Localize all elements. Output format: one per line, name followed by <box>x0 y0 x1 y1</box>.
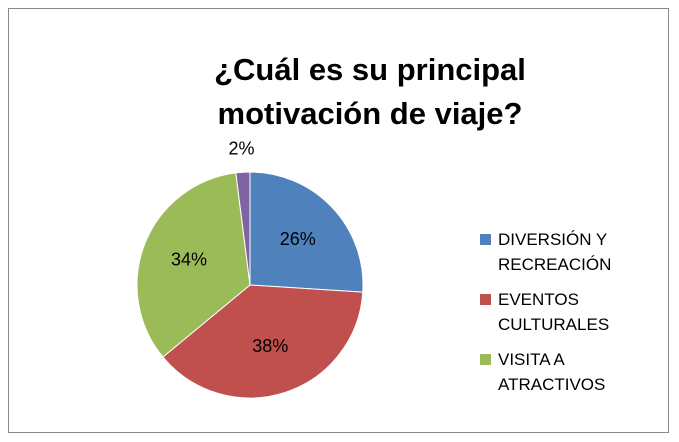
pie-slice <box>235 171 251 286</box>
legend-item: DIVERSIÓN Y RECREACIÓN <box>480 227 670 277</box>
data-label: 34% <box>171 250 207 270</box>
legend-label: DIVERSIÓN Y RECREACIÓN <box>498 230 612 274</box>
data-label: 2% <box>228 138 254 158</box>
pie-slice <box>162 284 364 399</box>
legend-item: EVENTOS CULTURALES <box>480 287 670 337</box>
chart-frame <box>8 8 669 433</box>
chart-title: ¿Cuál es su principal motivación de viaj… <box>214 52 526 131</box>
legend-label: VISITA A ATRACTIVOS <box>498 350 606 394</box>
legend-swatch <box>480 354 491 365</box>
legend-item: VISITA A ATRACTIVOS <box>480 347 670 397</box>
pie-slice <box>249 171 364 293</box>
legend-label: EVENTOS CULTURALES <box>498 290 610 334</box>
data-label: 26% <box>280 229 316 249</box>
legend-swatch <box>480 234 491 245</box>
pie-slice <box>136 172 251 358</box>
legend-swatch <box>480 294 491 305</box>
data-label: 38% <box>252 336 288 356</box>
